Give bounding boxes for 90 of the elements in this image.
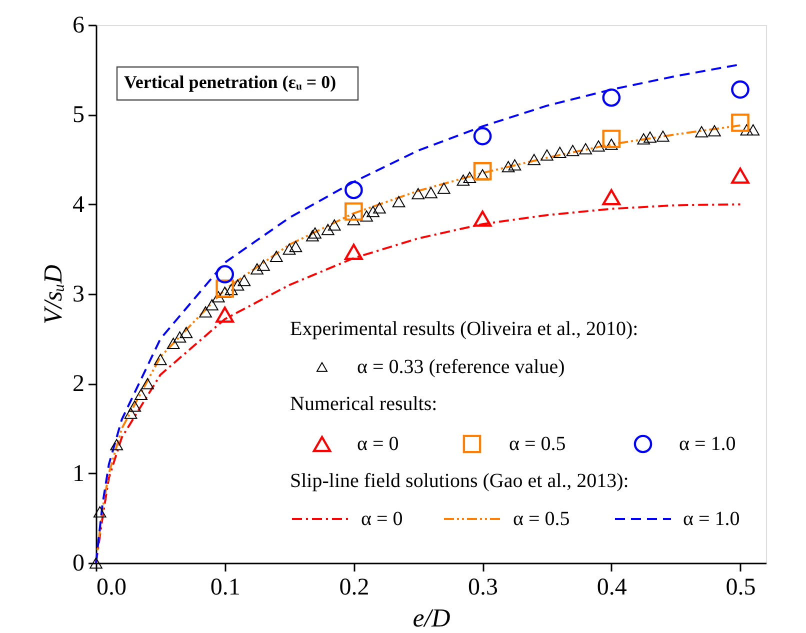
point: [473, 127, 492, 146]
point: [180, 326, 193, 338]
point: [173, 331, 186, 343]
x-tick-label: 0.2: [339, 574, 370, 600]
point: [216, 279, 234, 298]
point: [502, 161, 515, 172]
point: [206, 299, 218, 310]
point: [154, 354, 167, 366]
point: [366, 206, 380, 218]
point: [216, 306, 234, 323]
legend-label: α = 0.5: [509, 433, 566, 455]
x-axis-title: e/D: [412, 604, 450, 632]
annotation: Numerical results:: [290, 393, 438, 415]
point: [212, 291, 225, 302]
point: [456, 174, 470, 186]
point: [289, 240, 302, 252]
x-tick-label: 0.0: [96, 574, 126, 600]
point: [238, 274, 251, 286]
point: [322, 224, 334, 236]
point: [110, 439, 124, 450]
point: [93, 506, 106, 518]
y-tick-label: 0: [72, 550, 84, 576]
y-tick-label: 4: [72, 192, 84, 218]
x-tick-label: 0.5: [726, 574, 756, 600]
point: [602, 88, 621, 107]
point: [373, 202, 386, 214]
point: [270, 250, 283, 262]
point: [708, 125, 721, 136]
point: [637, 133, 650, 144]
point: [141, 378, 154, 390]
legend-label: α = 0: [357, 433, 399, 455]
point: [344, 202, 363, 221]
point: [553, 146, 566, 158]
text: Vertical penetration (εᵤ = 0): [124, 72, 336, 92]
point: [412, 188, 425, 200]
point: [360, 210, 373, 222]
point: [257, 260, 270, 271]
legend-label: α = 0: [361, 508, 403, 530]
point: [508, 159, 522, 171]
y-tick-label: 2: [72, 371, 84, 398]
point: [746, 124, 760, 136]
legend-label: α = 1.0: [683, 508, 740, 530]
x-tick-label: 0.1: [210, 574, 240, 600]
y-axis-title: V/sᵤD: [38, 264, 68, 324]
x-tick-label: 0.3: [468, 574, 498, 600]
point: [540, 149, 554, 161]
x-tick-label: 0.4: [596, 574, 627, 600]
point: [731, 168, 750, 184]
point: [695, 126, 708, 138]
y-tick-label: 1: [72, 460, 84, 487]
point: [656, 130, 670, 142]
point: [216, 265, 234, 284]
annotation: Slip-line field solutions (Gao et al., 2013):: [290, 470, 629, 492]
point: [644, 131, 656, 143]
point: [344, 244, 363, 260]
point: [166, 338, 180, 349]
point: [344, 180, 363, 200]
point: [128, 400, 142, 412]
point: [592, 140, 605, 152]
legend-label: α = 0.5: [513, 508, 570, 530]
y-tick-label: 6: [72, 12, 84, 38]
point: [347, 214, 360, 226]
point: [566, 144, 580, 156]
point: [282, 244, 296, 255]
point: [473, 162, 492, 180]
point: [308, 227, 322, 239]
point: [602, 189, 621, 206]
annotation: Experimental results (Oliveira et al., 2010):: [290, 318, 638, 340]
point: [306, 230, 319, 242]
point: [437, 182, 450, 194]
point: [328, 219, 341, 231]
point: [740, 124, 754, 136]
point: [199, 306, 212, 318]
point: [392, 196, 406, 208]
legend-label: α = 0.33 (reference value): [357, 356, 565, 378]
point: [528, 154, 540, 166]
point: [473, 210, 492, 227]
point: [731, 80, 750, 99]
y-tick-label: 5: [72, 102, 84, 128]
legend-label: α = 1.0: [679, 433, 736, 455]
point: [124, 408, 138, 419]
point: [579, 143, 592, 154]
point: [463, 172, 476, 184]
point: [250, 263, 264, 275]
point: [731, 114, 750, 132]
y-tick-label: 3: [72, 282, 84, 308]
point: [134, 388, 148, 400]
point: [602, 130, 621, 148]
point: [231, 279, 244, 291]
point: [424, 187, 438, 198]
